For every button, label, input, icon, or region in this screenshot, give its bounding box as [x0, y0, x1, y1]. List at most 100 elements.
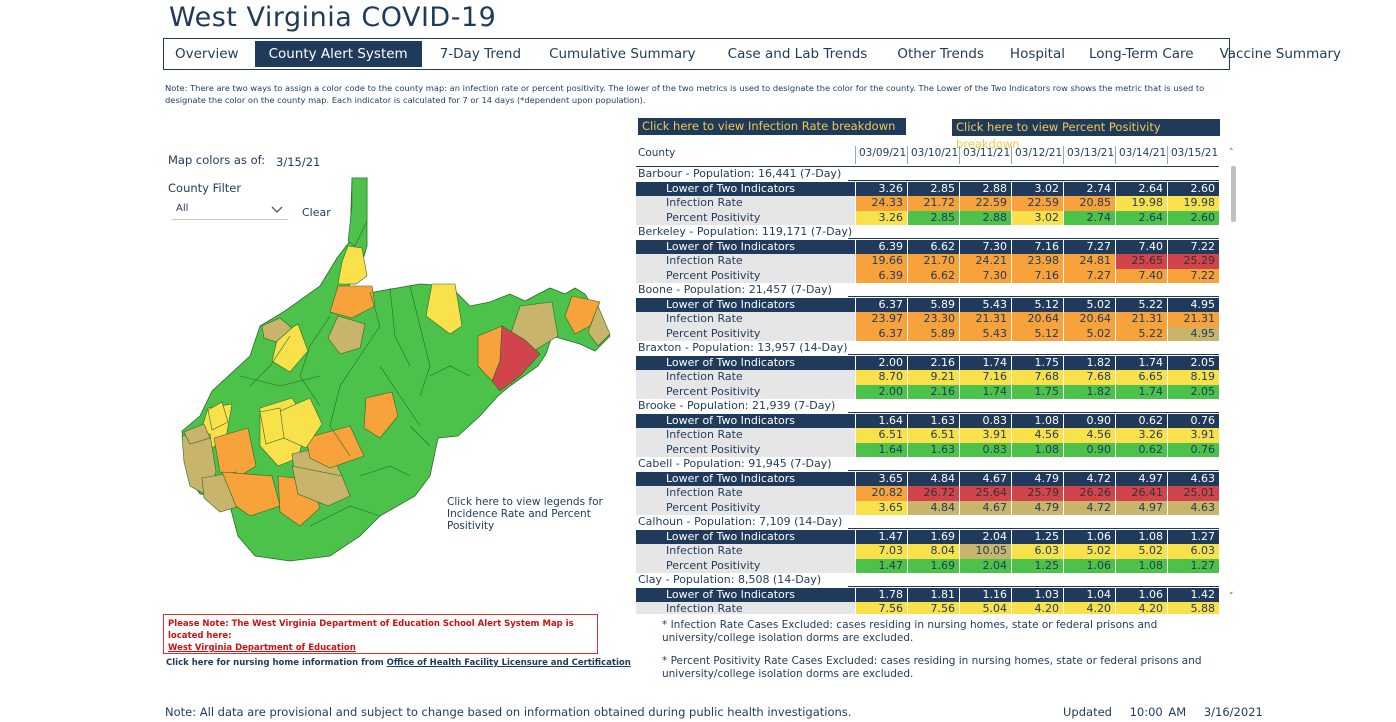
- table-cell: 3.02: [1011, 181, 1063, 196]
- doe-link[interactable]: West Virginia Department of Education: [168, 643, 356, 653]
- table-cell: 4.72: [1063, 471, 1115, 486]
- county-row[interactable]: Brooke - Population: 21,939 (7-Day): [636, 399, 1219, 414]
- county-harrison[interactable]: [183, 423, 211, 445]
- tab-hospital[interactable]: Hospital: [1009, 46, 1066, 62]
- tab-long-term-care[interactable]: Long-Term Care: [1089, 46, 1194, 62]
- county-row[interactable]: Braxton - Population: 13,957 (14-Day): [636, 341, 1219, 356]
- county-row[interactable]: Calhoun - Population: 7,109 (14-Day): [636, 515, 1219, 530]
- tab-county-alert-system[interactable]: County Alert System: [254, 41, 422, 67]
- metric-row-lower[interactable]: Lower of Two Indicators 3.65 4.84 4.67 4.79 4…: [636, 471, 1219, 486]
- metric-row-infection[interactable]: Infection Rate 6.51 6.51 3.91 4.56 4.56 3.26 3.…: [636, 428, 1219, 443]
- county-row-rule: [848, 225, 1219, 239]
- metric-row-positivity[interactable]: Percent Positivity 6.39 6.62 7.30 7.16 7.27 7.…: [636, 268, 1219, 283]
- metric-row-positivity[interactable]: Percent Positivity 3.65 4.84 4.67 4.79 4.72 4.…: [636, 500, 1219, 515]
- metric-row-infection[interactable]: Infection Rate 8.70 9.21 7.16 7.68 7.68 6.65 8.…: [636, 370, 1219, 385]
- table-cell: 5.88: [1167, 602, 1219, 614]
- county-braxton[interactable]: [259, 407, 285, 445]
- county-lewis[interactable]: [291, 465, 351, 507]
- table-cell: 10.05: [959, 544, 1011, 559]
- column-header-date[interactable]: 03/14/21: [1115, 146, 1166, 164]
- metric-row-lower[interactable]: Lower of Two Indicators 6.37 5.89 5.43 5.12 5…: [636, 297, 1219, 312]
- metric-row-infection[interactable]: Infection Rate 23.97 23.30 21.31 20.64 20.64 2…: [636, 312, 1219, 327]
- table-cell: 4.97: [1115, 500, 1167, 515]
- tab-vaccine-summary[interactable]: Vaccine Summary: [1219, 46, 1342, 62]
- metric-row-positivity[interactable]: Percent Positivity 2.00 2.16 1.74 1.75 1.82 1.…: [636, 384, 1219, 399]
- metric-row-infection[interactable]: Infection Rate 7.03 8.04 10.05 6.03 5.02 5.02 6…: [636, 544, 1219, 559]
- table-cell: 4.95: [1167, 326, 1219, 341]
- table-cell: 2.16: [907, 355, 959, 370]
- county-row[interactable]: Barbour - Population: 16,441 (7-Day): [636, 167, 1219, 182]
- metric-row-infection[interactable]: Infection Rate 24.33 21.72 22.59 22.59 20.85 1…: [636, 196, 1219, 211]
- table-cell: 7.40: [1115, 268, 1167, 283]
- west-virginia-county-map[interactable]: [180, 176, 612, 566]
- column-header-date[interactable]: 03/11/21: [959, 146, 1010, 164]
- county-tyler[interactable]: [327, 315, 366, 355]
- metric-row-positivity[interactable]: Percent Positivity 3.26 2.85 2.88 3.02 2.74 2.…: [636, 210, 1219, 225]
- metric-row-lower[interactable]: Lower of Two Indicators 1.47 1.69 2.04 1.25 1…: [636, 529, 1219, 544]
- table-cell: 1.74: [959, 355, 1011, 370]
- column-header-date[interactable]: 03/10/21: [907, 146, 958, 164]
- metric-row-infection[interactable]: Infection Rate 19.66 21.70 24.21 23.98 24.81 2…: [636, 254, 1219, 269]
- metric-row-lower[interactable]: Lower of Two Indicators 3.26 2.85 2.88 3.02 2…: [636, 181, 1219, 196]
- county-filter-select[interactable]: All: [172, 200, 288, 220]
- metric-row-positivity[interactable]: Percent Positivity 1.64 1.63 0.83 1.08 0.90 0.…: [636, 442, 1219, 457]
- tab-other-trends[interactable]: Other Trends: [897, 46, 984, 62]
- county-hardy[interactable]: [491, 325, 541, 392]
- column-header-date[interactable]: 03/09/21: [855, 146, 906, 164]
- metric-row-lower[interactable]: Lower of Two Indicators 6.39 6.62 7.30 7.16 7…: [636, 239, 1219, 254]
- nursing-home-link[interactable]: Office of Health Facility Licensure and …: [386, 658, 631, 668]
- table-scrollbar-thumb[interactable]: [1231, 166, 1236, 222]
- county-fayette[interactable]: [305, 425, 365, 469]
- tab-cumulative-summary[interactable]: Cumulative Summary: [549, 46, 696, 62]
- county-row[interactable]: Berkeley - Population: 119,171 (7-Day): [636, 225, 1219, 240]
- tab-overview[interactable]: Overview: [175, 46, 239, 62]
- county-boone[interactable]: [221, 471, 281, 517]
- table-cell: 1.69: [907, 529, 959, 544]
- infection-rate-breakdown-button[interactable]: Click here to view Infection Rate breakd…: [638, 118, 906, 135]
- tab-7-day-trend[interactable]: 7-Day Trend: [439, 46, 522, 62]
- metric-row-positivity[interactable]: Percent Positivity 1.47 1.69 2.04 1.25 1.06 1.…: [636, 558, 1219, 573]
- county-morgan[interactable]: [564, 295, 601, 335]
- county-wetzel[interactable]: [329, 285, 376, 319]
- column-header-date[interactable]: 03/15/21: [1167, 146, 1218, 164]
- county-cabell[interactable]: [213, 427, 257, 477]
- column-header-county[interactable]: County: [638, 147, 676, 159]
- table-cell: 4.63: [1167, 500, 1219, 515]
- percent-positivity-breakdown-button[interactable]: Click here to view Percent Positivity br…: [952, 119, 1220, 151]
- metric-row-lower[interactable]: Lower of Two Indicators 1.64 1.63 0.83 1.08 0…: [636, 413, 1219, 428]
- clear-filter-button[interactable]: Clear: [302, 206, 331, 219]
- county-jefferson[interactable]: [587, 305, 611, 347]
- county-ohio[interactable]: [337, 245, 368, 285]
- table-cell: 7.68: [1063, 370, 1115, 385]
- table-cell: 4.95: [1167, 297, 1219, 312]
- infection-rate-footnote: * Infection Rate Cases Excluded: cases r…: [662, 619, 1158, 644]
- scroll-up-icon[interactable]: ˄: [1229, 148, 1234, 158]
- county-hancock-brooke[interactable]: [347, 177, 368, 247]
- table-cell: 21.70: [907, 254, 959, 269]
- metric-row-lower[interactable]: Lower of Two Indicators 2.00 2.16 1.74 1.75 1…: [636, 355, 1219, 370]
- county-nicholas[interactable]: [363, 391, 399, 439]
- table-cell: 2.00: [855, 355, 907, 370]
- county-wood[interactable]: [261, 317, 293, 343]
- county-row[interactable]: Clay - Population: 8,508 (14-Day): [636, 573, 1219, 588]
- table-cell: 6.03: [1011, 544, 1063, 559]
- chevron-down-icon: [271, 206, 283, 213]
- legend-link[interactable]: Click here to view legends for Incidence…: [447, 496, 603, 532]
- county-row[interactable]: Cabell - Population: 91,945 (7-Day): [636, 457, 1219, 472]
- county-doddridge[interactable]: [207, 401, 229, 431]
- column-header-date[interactable]: 03/13/21: [1063, 146, 1114, 164]
- county-row-rule: [848, 399, 1219, 413]
- metric-label: Lower of Two Indicators: [636, 413, 855, 428]
- table-cell: 26.41: [1115, 486, 1167, 501]
- metric-row-infection[interactable]: Infection Rate 20.82 26.72 25.64 25.79 26.26 2…: [636, 486, 1219, 501]
- county-monongalia[interactable]: [425, 283, 463, 335]
- county-row[interactable]: Boone - Population: 21,457 (7-Day): [636, 283, 1219, 298]
- table-cell: 0.83: [959, 413, 1011, 428]
- metric-row-lower[interactable]: Lower of Two Indicators 1.78 1.81 1.16 1.03 1…: [636, 587, 1219, 602]
- metric-row-positivity[interactable]: Percent Positivity 6.37 5.89 5.43 5.12 5.02 5.…: [636, 326, 1219, 341]
- tab-case-and-lab-trends[interactable]: Case and Lab Trends: [727, 46, 868, 62]
- metric-row-infection[interactable]: Infection Rate 7.56 7.56 5.04 4.20 4.20 4.20 5.…: [636, 602, 1219, 614]
- scroll-down-icon[interactable]: ˅: [1229, 592, 1234, 602]
- column-header-date[interactable]: 03/12/21: [1011, 146, 1062, 164]
- table-cell: 2.64: [1115, 210, 1167, 225]
